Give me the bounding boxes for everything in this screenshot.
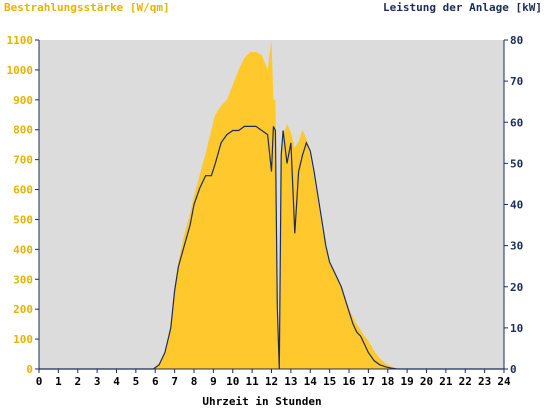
left-tick-label: 300 [13, 273, 33, 286]
x-tick-label: 17 [362, 375, 375, 388]
x-tick-label: 19 [401, 375, 414, 388]
left-tick-label: 500 [13, 213, 33, 226]
x-tick-label: 13 [284, 375, 297, 388]
right-tick-label: 20 [510, 281, 523, 294]
left-tick-label: 1000 [7, 64, 34, 77]
x-tick-label: 10 [226, 375, 239, 388]
x-tick-label: 16 [342, 375, 356, 388]
x-tick-label: 8 [191, 375, 198, 388]
right-axis-ticks: 0 10 20 30 40 50 60 70 80 [504, 34, 523, 376]
x-tick-label: 22 [459, 375, 472, 388]
right-tick-label: 40 [510, 199, 523, 212]
series-irradiance-area [39, 40, 504, 369]
x-axis-title: Uhrzeit in Stunden [202, 395, 321, 408]
series-power-line [39, 125, 504, 370]
x-tick-label: 5 [133, 375, 140, 388]
right-tick-label: 50 [510, 157, 523, 170]
x-tick-label: 18 [381, 375, 394, 388]
right-tick-label: 10 [510, 322, 523, 335]
x-tick-label: 24 [497, 375, 511, 388]
x-tick-label: 15 [323, 375, 336, 388]
left-tick-label: 200 [13, 303, 33, 316]
power-line-layer [39, 125, 504, 370]
left-tick-label: 900 [13, 94, 33, 107]
right-tick-label: 30 [510, 240, 523, 253]
x-tick-label: 3 [94, 375, 101, 388]
left-tick-label: 400 [13, 243, 33, 256]
x-tick-label: 7 [171, 375, 178, 388]
x-tick-label: 21 [439, 375, 453, 388]
left-tick-label: 1100 [7, 34, 34, 47]
left-tick-label: 100 [13, 333, 33, 346]
right-tick-label: 0 [510, 363, 517, 376]
right-axis-title: Leistung der Anlage [kW] [383, 1, 542, 14]
x-tick-label: 23 [478, 375, 491, 388]
right-tick-label: 60 [510, 116, 523, 129]
irradiance-area-layer [39, 40, 504, 369]
x-axis-ticks: 0 1 2 3 4 5 6 7 8 9 10 11 12 13 14 15 16 17 18 19 20 21 22 23 24 [36, 369, 511, 388]
left-tick-label: 0 [26, 363, 33, 376]
x-tick-label: 4 [113, 375, 120, 388]
left-tick-label: 700 [13, 154, 33, 167]
x-tick-label: 2 [74, 375, 81, 388]
x-tick-label: 20 [420, 375, 433, 388]
x-tick-label: 6 [152, 375, 159, 388]
x-tick-label: 12 [265, 375, 278, 388]
x-tick-label: 9 [210, 375, 217, 388]
left-axis-ticks: 0 100 200 300 400 500 600 700 800 900 1000 1100 [7, 34, 39, 376]
right-tick-label: 80 [510, 34, 523, 47]
x-tick-label: 0 [36, 375, 43, 388]
x-tick-label: 1 [55, 375, 62, 388]
left-axis-title: Bestrahlungsstärke [W/qm] [4, 1, 170, 14]
left-tick-label: 800 [13, 124, 33, 137]
left-tick-label: 600 [13, 184, 33, 197]
x-tick-label: 14 [304, 375, 318, 388]
right-tick-label: 70 [510, 75, 523, 88]
x-tick-label: 11 [246, 375, 260, 388]
